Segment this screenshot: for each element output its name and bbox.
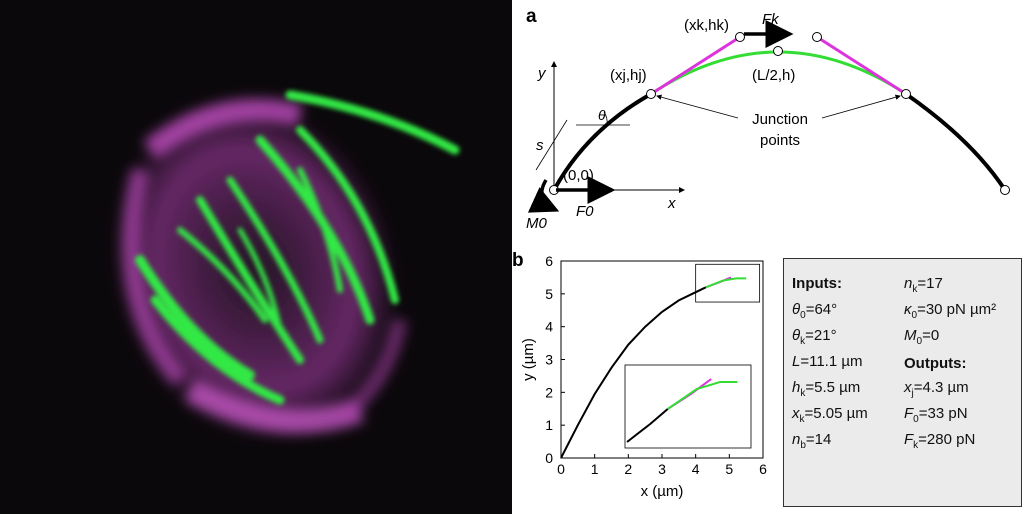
inset-series-line-2 (667, 381, 738, 410)
x-tick-label: 4 (692, 461, 700, 477)
kinetochore-point-right (812, 32, 822, 42)
zoom-box (695, 263, 761, 303)
green-microtubules (135, 90, 460, 405)
left-black-segment (552, 92, 652, 191)
y-tick-label: 2 (545, 384, 553, 400)
xk-hk-label: (xk,hk) (684, 17, 729, 34)
table-row-left: θk=21° (792, 327, 837, 347)
junction-label-line1: Junction (752, 111, 808, 128)
y-tick-label: 1 (545, 417, 553, 433)
table-row-right: κ0=30 pN µm² (904, 301, 997, 321)
panel-a-svg: a y x Fk F0 M0 s (526, 6, 1010, 232)
x-tick-label: 0 (557, 461, 565, 477)
junction-arrow-right (821, 94, 901, 119)
table-row-right: F0=33 pN (904, 405, 968, 425)
series-line-2 (705, 277, 747, 289)
y-tick-label: 3 (545, 352, 553, 368)
s-label: s (536, 137, 544, 154)
table-row-right: Fk=280 pN (904, 431, 976, 451)
midpoint (773, 46, 783, 56)
x-tick-label: 1 (591, 461, 599, 477)
y-tick-label: 6 (545, 253, 553, 269)
parameter-table: Inputs: Outputs: θ0=64° θk=21° L=11.1 µm hk… (783, 258, 1022, 507)
y-tick-label: 0 (545, 450, 553, 466)
l2-h-label: (L/2,h) (752, 67, 795, 84)
table-row-left: θ0=64° (792, 301, 838, 321)
panel-a-letter: a (526, 6, 537, 27)
panel-b-letter: b (512, 250, 524, 271)
outputs-header: Outputs: (904, 355, 967, 372)
panel-b-chart: b 0 1 2 3 4 5 6 0 1 2 3 4 5 6 x (µm) y (µm) (512, 250, 782, 514)
magenta-signal (111, 98, 407, 442)
y-axis-label: y (537, 65, 547, 82)
spindle-micrograph (0, 0, 512, 514)
m0-arc (527, 179, 560, 213)
table-row-left: hk=5.5 µm (792, 379, 861, 399)
chart-svg: b 0 1 2 3 4 5 6 0 1 2 3 4 5 6 x (µm) y (µm) (512, 250, 767, 500)
x-tick-label: 2 (624, 461, 632, 477)
junction-point-left (646, 89, 656, 99)
f0-label: F0 (576, 203, 594, 220)
table-row-left: L=11.1 µm (792, 353, 863, 370)
table-row-left: nb=14 (792, 431, 832, 451)
x-tick-label: 5 (725, 461, 733, 477)
x-tick-label: 6 (759, 461, 767, 477)
junction-point-right (901, 89, 911, 99)
y-axis-title: y (µm) (520, 338, 537, 381)
x-tick-label: 3 (658, 461, 666, 477)
junction-label-line2: points (760, 132, 800, 149)
inputs-header: Inputs: (792, 275, 842, 292)
junction-arrow-left (656, 94, 739, 119)
xj-hj-label: (xj,hj) (610, 67, 647, 84)
theta-arc (603, 111, 608, 126)
panel-a-schematic: a y x Fk F0 M0 s (512, 0, 1025, 250)
right-magenta-segment (816, 35, 907, 96)
table-row-left: xk=5.05 µm (792, 405, 868, 425)
m0-label: M0 (526, 215, 547, 232)
y-tick-label: 4 (545, 319, 553, 335)
left-magenta-segment (650, 35, 741, 96)
inset-series-line-0 (626, 408, 669, 443)
kinetochore-point-left (735, 32, 745, 42)
x-axis-label: x (667, 195, 676, 212)
spindle-image (0, 0, 512, 514)
x-axis-title: x (µm) (641, 483, 684, 500)
theta-label: θ (598, 107, 606, 123)
series-line-0 (560, 286, 707, 459)
inset-frame (624, 364, 752, 449)
s-dimension-line (535, 119, 568, 171)
end-point (1000, 185, 1010, 195)
table-row-right: M0=0 (904, 327, 940, 347)
table-row-right: xj=4.3 µm (904, 379, 969, 399)
origin-label: (0,0) (563, 167, 594, 184)
right-black-segment (904, 92, 1007, 192)
y-tick-label: 5 (545, 286, 553, 302)
table-row-right: nk=17 (904, 275, 943, 295)
fk-label: Fk (762, 11, 780, 28)
